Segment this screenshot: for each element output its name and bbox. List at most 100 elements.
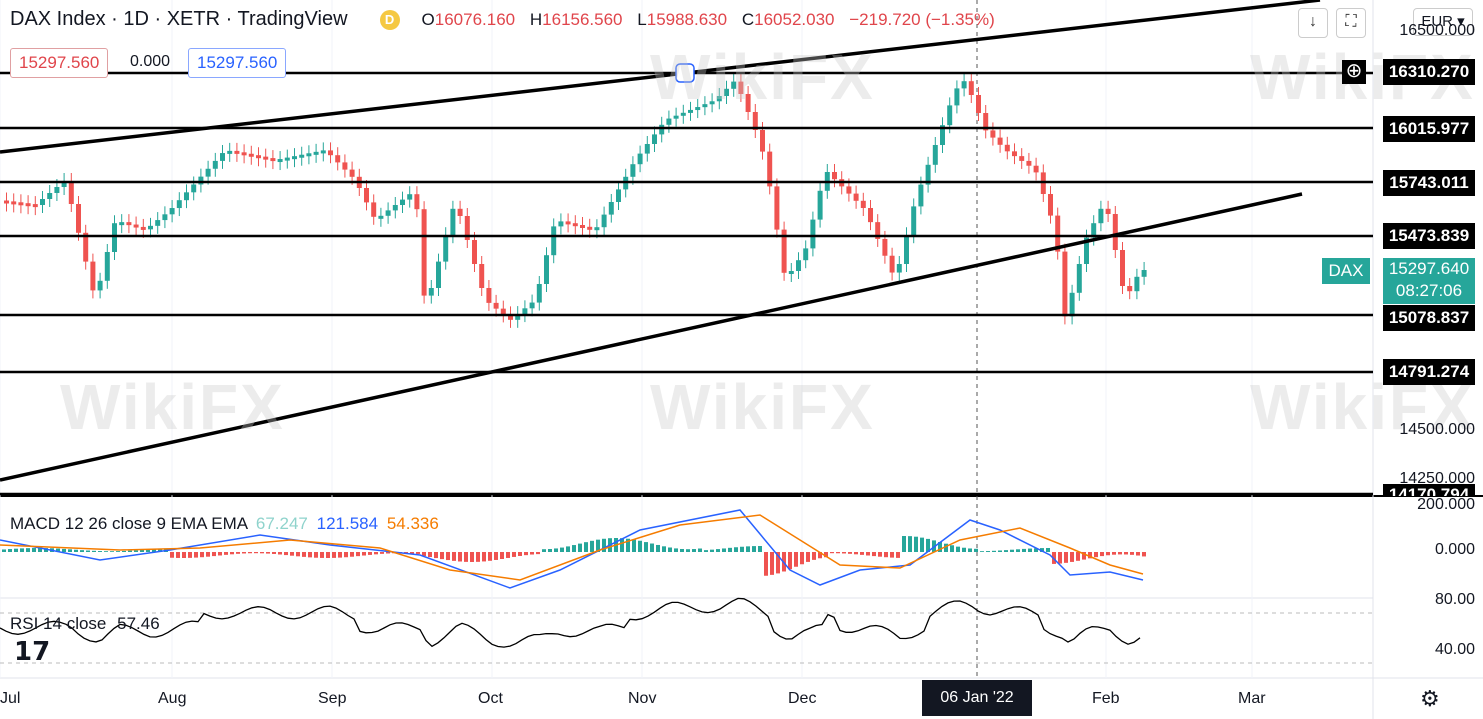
macd-hist-bar <box>620 538 624 552</box>
macd-hist-bar <box>740 546 744 552</box>
last-price: 15297.640 <box>1388 259 1470 278</box>
candle-body <box>932 145 938 165</box>
ohlc-high-label: H <box>529 9 543 29</box>
macd-hist-bar <box>1022 548 1026 552</box>
position-price-input-2[interactable]: 15297.560 <box>188 48 287 78</box>
candle-body <box>860 200 866 208</box>
macd-hist-bar <box>278 552 282 555</box>
macd-hist-bar <box>872 552 876 557</box>
macd-hist-bar <box>1010 549 1014 552</box>
macd-hist-bar <box>560 547 564 552</box>
macd-hist-bar <box>1106 552 1110 556</box>
candle-body <box>680 112 686 116</box>
candle-body <box>536 284 542 303</box>
currency-label: EUR <box>1421 13 1453 30</box>
macd-hist-bar <box>818 552 822 559</box>
macd-hist-bar <box>896 552 900 558</box>
macd-hist-bar <box>230 552 234 555</box>
candle-body <box>515 314 521 320</box>
trend-line-upper <box>0 0 1321 154</box>
candle-body <box>104 252 110 281</box>
position-qty[interactable]: 0.000 <box>130 53 171 70</box>
currency-select[interactable]: EUR ▾ <box>1413 8 1473 36</box>
candle-body <box>126 222 132 226</box>
macd-hist-bar <box>134 550 138 552</box>
time-tick: Jul <box>0 690 21 707</box>
macd-hist-bar <box>758 546 762 552</box>
candle-body <box>1127 286 1133 292</box>
rsi-legend[interactable]: RSI 14 close 57.46 <box>10 614 160 634</box>
candle-body <box>1004 144 1010 152</box>
candle-body <box>500 308 506 315</box>
macd-hist-bar <box>20 548 24 552</box>
settings-gear-icon[interactable]: ⚙ <box>1420 686 1440 711</box>
macd-hist-bar <box>44 548 48 552</box>
download-icon[interactable]: ↓ <box>1298 8 1328 38</box>
candle-body <box>119 222 125 226</box>
ohlc-high-value: 16156.560 <box>542 9 623 29</box>
macd-hist-bar <box>554 548 558 552</box>
candle-body <box>644 144 650 154</box>
add-plus-icon[interactable]: ⊕ <box>1342 60 1366 84</box>
candle-body <box>875 222 881 239</box>
candle-body <box>904 235 909 264</box>
symbol-title[interactable]: DAX Index · 1D · XETR · TradingView <box>10 8 348 30</box>
candle-body <box>140 226 146 230</box>
macd-hist-bar <box>710 549 714 552</box>
time-tick: Nov <box>628 690 657 707</box>
candle-body <box>364 188 369 203</box>
delay-badge[interactable]: D <box>379 9 400 30</box>
candle-body <box>1112 214 1118 250</box>
macd-hist-bar <box>170 552 174 558</box>
macd-hist-bar <box>566 546 570 552</box>
candle-body <box>270 158 276 162</box>
macd-hist-bar <box>248 552 252 554</box>
level-label: 15473.839 <box>1383 223 1475 249</box>
candle-body <box>745 94 751 112</box>
macd-hist-bar <box>188 552 192 558</box>
macd-hist-bar <box>788 552 792 570</box>
macd-hist-bar <box>344 552 348 558</box>
candle-body <box>371 202 377 217</box>
candle-body <box>940 125 945 145</box>
macd-hist-bar <box>884 552 888 558</box>
crosshair-date-label: 06 Jan '22 <box>922 680 1032 716</box>
time-tick: Aug <box>158 690 187 707</box>
macd-hist-bar <box>98 551 102 552</box>
macd-hist-bar <box>542 549 546 552</box>
candle-body <box>378 215 384 219</box>
candle-body <box>580 225 585 228</box>
level-label: 14791.274 <box>1383 359 1475 385</box>
candle-body <box>4 200 9 204</box>
macd-hist-bar <box>476 552 480 562</box>
macd-hist-bar <box>890 552 894 558</box>
macd-hist-bar <box>836 552 840 554</box>
macd-hist-bar <box>182 552 186 558</box>
macd-tick: 200.000 <box>1417 496 1475 513</box>
macd-hist-bar <box>68 549 72 552</box>
candle-body <box>947 105 953 126</box>
macd-hist-bar <box>734 547 738 552</box>
macd-hist-bar <box>506 552 510 558</box>
macd-hist-bar <box>866 552 870 556</box>
candle-body <box>896 264 902 273</box>
macd-hist-bar <box>944 543 948 552</box>
macd-hist-bar <box>860 552 864 555</box>
macd-hist-bar <box>152 549 156 552</box>
macd-hist-bar <box>254 552 258 554</box>
candle-body <box>716 96 722 102</box>
candle-body <box>1120 250 1125 286</box>
macd-hist-bar <box>626 538 630 552</box>
candle-body <box>1076 264 1082 293</box>
level-label: 15078.837 <box>1383 305 1475 331</box>
macd-hist-bar <box>80 550 84 552</box>
fullscreen-icon[interactable]: ⛶ <box>1336 8 1366 38</box>
macd-hist-bar <box>656 544 660 552</box>
macd-hist-bar <box>92 550 96 552</box>
macd-hist-bar <box>494 552 498 560</box>
position-price-input[interactable]: 15297.560 <box>10 48 109 78</box>
candle-body <box>1141 270 1147 277</box>
macd-legend[interactable]: MACD 12 26 close 9 EMA EMA 67.247 121.58… <box>10 514 439 534</box>
candle-body <box>803 248 809 261</box>
rsi-value: 57.46 <box>117 614 160 633</box>
